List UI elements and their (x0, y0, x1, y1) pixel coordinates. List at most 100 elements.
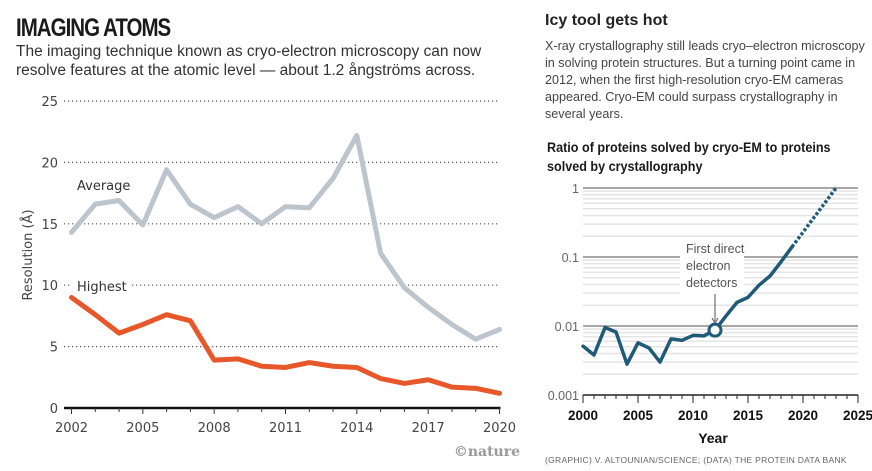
annotation-line-2: electron (686, 259, 731, 273)
main-subtitle: The imaging technique known as cryo-elec… (16, 43, 482, 79)
left-y-tick-label: 10 (41, 279, 58, 294)
data-point-ratio (747, 296, 749, 298)
data-point-average (189, 203, 191, 205)
data-point-average (451, 323, 453, 325)
highest-label-bg (72, 276, 130, 292)
right-x-tick-label: 2020 (788, 408, 818, 423)
left-y-tick-label: 25 (41, 95, 58, 110)
right-x-tick-label: 2000 (568, 408, 598, 423)
data-point-highest (380, 378, 382, 380)
data-point-highest (142, 323, 144, 325)
data-point-average (261, 223, 263, 225)
data-point-ratio (582, 345, 584, 347)
data-point-average (142, 224, 144, 226)
data-point-highest (189, 320, 191, 322)
right-y-tick-labels: 0.001 0.01 0.1 1 (548, 182, 579, 403)
right-y-tick-label: 0.01 (555, 320, 579, 334)
data-point-highest (475, 387, 477, 389)
data-point-highest (499, 392, 500, 394)
right-y-tick-label: 0.1 (562, 251, 579, 265)
data-point-average (499, 328, 500, 330)
data-point-highest (427, 379, 429, 381)
left-x-tick-label: 2017 (412, 421, 445, 436)
series-line-ratio (581, 245, 794, 366)
data-point-ratio (648, 347, 650, 349)
left-series (69, 132, 502, 396)
data-point-ratio (593, 354, 595, 356)
left-x-tick-label: 2008 (198, 421, 231, 436)
right-x-tick-label: 2010 (678, 408, 708, 423)
left-y-axis-label: Resolution (Å) (20, 209, 36, 300)
data-point-ratio (615, 331, 617, 333)
data-point-average (166, 169, 168, 171)
annotation-marker-circle (707, 322, 723, 338)
left-y-tick-label: 20 (41, 156, 58, 171)
right-x-axis-label: Year (698, 430, 728, 446)
data-point-average (118, 199, 120, 201)
data-point-average (237, 206, 239, 208)
left-y-tick-labels: 0 5 10 15 20 25 (41, 95, 58, 417)
data-point-highest (237, 358, 239, 360)
data-point-ratio (670, 338, 672, 340)
data-point-ratio (725, 315, 727, 317)
data-point-highest (94, 314, 96, 316)
data-point-ratio (769, 275, 771, 277)
ratio-chart-title: Ratio of proteins solved by cryo-EM to p… (547, 139, 831, 174)
data-point-ratio (604, 327, 606, 329)
data-point-ratio (736, 301, 738, 303)
annotation-line-1: First direct (686, 242, 745, 256)
data-point-highest (71, 296, 72, 298)
right-y-tick-label: 1 (572, 182, 579, 196)
data-point-average (71, 231, 72, 233)
data-point-highest (308, 362, 310, 364)
left-x-tick-label: 2011 (269, 421, 302, 436)
left-x-tick-label: 2005 (126, 421, 159, 436)
data-point-ratio (681, 339, 683, 341)
nature-watermark: ©nature (454, 444, 520, 460)
data-point-highest (213, 359, 215, 361)
side-body: X-ray crystallography still leads cryo–e… (545, 39, 865, 121)
data-point-average (427, 306, 429, 308)
data-point-average (213, 217, 215, 219)
data-point-highest (166, 314, 168, 316)
series-line-projection (790, 186, 838, 248)
data-point-average (380, 252, 382, 254)
highest-label: Highest (77, 280, 127, 295)
data-point-average (332, 177, 334, 179)
main-title: IMAGING ATOMS (16, 14, 171, 42)
left-y-tick-label: 5 (50, 341, 58, 356)
data-point-average (285, 206, 286, 208)
left-x-axis: 2002 2005 2008 2011 2014 2017 2020 (55, 406, 516, 436)
annotation-line-3: detectors (686, 276, 737, 290)
average-label: Average (77, 179, 130, 194)
data-point-ratio (637, 342, 639, 344)
data-point-highest (403, 382, 405, 384)
data-point-ratio (692, 334, 694, 336)
right-x-tick-label: 2005 (623, 408, 654, 423)
data-point-average (356, 134, 358, 136)
data-point-average (475, 338, 477, 340)
credit-line: (GRAPHIC) V. ALTOUNIAN/SCIENCE; (DATA) T… (545, 455, 847, 465)
data-point-ratio (659, 361, 661, 363)
data-point-average (403, 287, 405, 289)
right-x-tick-label: 2025 (843, 408, 872, 423)
data-point-average (94, 203, 96, 205)
series-line-average (69, 132, 502, 342)
data-point-highest (332, 365, 334, 367)
right-y-tick-label: 0.001 (548, 389, 579, 403)
left-x-tick-label: 2002 (55, 421, 88, 436)
data-point-highest (285, 366, 286, 368)
right-gridlines (583, 187, 858, 375)
left-x-tick-label: 2020 (483, 421, 516, 436)
data-point-average (308, 207, 310, 209)
annotation-bg (680, 240, 744, 298)
data-point-ratio (780, 261, 782, 263)
left-y-tick-label: 15 (41, 218, 58, 233)
right-x-axis: 2000 2005 2010 2015 2020 2025 (568, 394, 872, 423)
data-point-highest (451, 386, 453, 388)
data-point-highest (356, 366, 358, 368)
data-point-highest (118, 332, 120, 334)
right-x-tick-label: 2015 (733, 408, 764, 423)
side-title: Icy tool gets hot (545, 12, 668, 29)
